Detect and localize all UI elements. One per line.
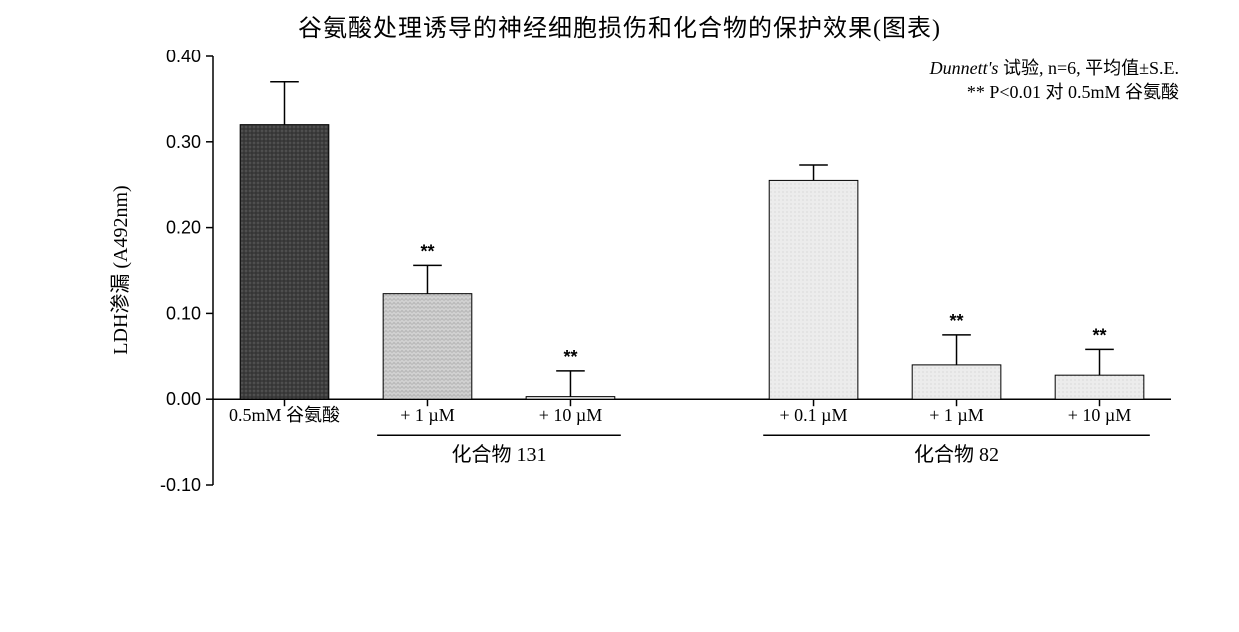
y-tick-label: 0.30	[166, 132, 201, 152]
category-label: + 1 µM	[929, 405, 984, 425]
group-label: 化合物 82	[914, 443, 999, 466]
significance-marker: **	[420, 241, 434, 261]
bar	[1055, 375, 1144, 399]
bar	[240, 125, 329, 400]
page-root: 谷氨酸处理诱导的神经细胞损伤和化合物的保护效果(图表) LDH渗漏 (A492n…	[0, 0, 1239, 632]
group-label: 化合物 131	[451, 443, 546, 466]
bar	[526, 397, 615, 400]
y-tick-label: -0.10	[160, 475, 201, 495]
chart-title: 谷氨酸处理诱导的神经细胞损伤和化合物的保护效果(图表)	[0, 8, 1239, 43]
category-label: + 0.1 µM	[780, 405, 848, 425]
category-label: + 10 µM	[1068, 405, 1132, 425]
bar	[769, 180, 858, 399]
y-tick-label: 0.20	[166, 218, 201, 238]
significance-marker: **	[1092, 325, 1106, 345]
significance-marker: **	[563, 347, 577, 367]
category-label: + 10 µM	[539, 405, 603, 425]
y-tick-label: 0.10	[166, 303, 201, 323]
chart-svg: -0.10 0.00 0.10 0.20 0.30 0.40 0.5mM 谷氨酸 ** + 1 …	[145, 50, 1175, 610]
y-tick-label: 0.40	[166, 50, 201, 66]
y-axis-label: LDH渗漏 (A492nm)	[104, 185, 133, 354]
category-label: 0.5mM 谷氨酸	[229, 405, 340, 425]
category-label: + 1 µM	[400, 405, 455, 425]
chart-plot: -0.10 0.00 0.10 0.20 0.30 0.40 0.5mM 谷氨酸 ** + 1 …	[145, 50, 1175, 545]
y-tick-label: 0.00	[166, 389, 201, 409]
bar	[912, 365, 1001, 399]
bar	[383, 294, 472, 400]
significance-marker: **	[950, 311, 964, 331]
